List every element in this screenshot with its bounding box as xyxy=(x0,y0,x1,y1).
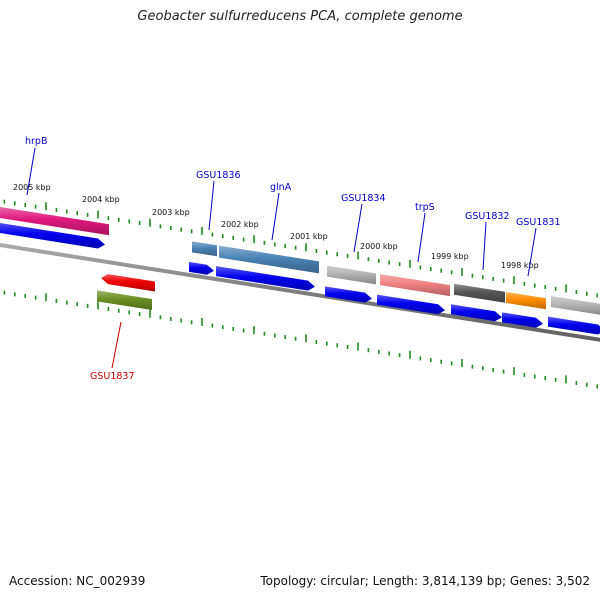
leader-line-glna xyxy=(271,192,280,241)
gene-label-glna: glnA xyxy=(270,182,292,193)
gene-label-hrpb: hrpB xyxy=(25,136,47,147)
cds-reverse-arrow xyxy=(101,274,155,292)
genome-backbone xyxy=(0,243,600,342)
tick-label: 2003 kbp xyxy=(152,208,190,217)
accession-text: Accession: NC_002939 xyxy=(9,574,146,588)
gene-band-gsu1832 xyxy=(454,283,505,303)
tick-label: 2004 kbp xyxy=(82,195,120,204)
leader-line-hrpb xyxy=(26,147,36,196)
cds-forward-arrow xyxy=(502,312,543,328)
tick-label: 1999 kbp xyxy=(431,252,469,261)
gene-band-gsu1837 xyxy=(97,290,152,311)
gene-band-gsu1830 xyxy=(551,296,600,315)
cds-forward-arrow xyxy=(189,261,214,275)
gene-label-gsu1836: GSU1836 xyxy=(196,170,241,181)
cds-forward-arrow xyxy=(0,223,105,249)
leader-line-gsu1837 xyxy=(111,321,122,369)
tick-label: 2001 kbp xyxy=(290,232,328,241)
leader-line-gsu1836 xyxy=(208,180,215,231)
gene-label-gsu1832: GSU1832 xyxy=(465,211,510,222)
gene-band-gsu1834 xyxy=(327,265,376,285)
tick-label: 2002 kbp xyxy=(221,220,259,229)
gene-label-gsu1837: GSU1837 xyxy=(90,371,135,382)
genome-summary-text: Topology: circular; Length: 3,814,139 bp… xyxy=(260,574,590,588)
tick-label: 2000 kbp xyxy=(360,242,398,251)
gene-band-trps xyxy=(380,274,450,297)
leader-line-gsu1834 xyxy=(353,203,363,253)
map-title: Geobacter sulfurreducens PCA, complete g… xyxy=(137,9,463,24)
cds-forward-arrow xyxy=(548,316,600,335)
gene-label-gsu1834: GSU1834 xyxy=(341,193,386,204)
gene-label-gsu1831: GSU1831 xyxy=(516,217,561,228)
gene-band-gsu1836 xyxy=(192,241,217,257)
tick-label: 1998 kbp xyxy=(501,261,539,270)
leader-line-trps xyxy=(417,212,426,263)
cds-forward-arrow xyxy=(325,286,372,303)
gene-band-glna xyxy=(219,245,319,274)
tick-label: 2005 kbp xyxy=(13,183,51,192)
gene-band-hrpb xyxy=(0,207,109,236)
leader-line-gsu1831 xyxy=(527,227,537,277)
cds-forward-arrow xyxy=(451,304,502,322)
leader-line-gsu1832 xyxy=(482,221,487,271)
cds-forward-arrow xyxy=(216,266,315,291)
gene-label-trps: trpS xyxy=(415,202,435,213)
cds-forward-arrow xyxy=(377,294,445,315)
gene-band-gsu1831 xyxy=(506,291,546,310)
